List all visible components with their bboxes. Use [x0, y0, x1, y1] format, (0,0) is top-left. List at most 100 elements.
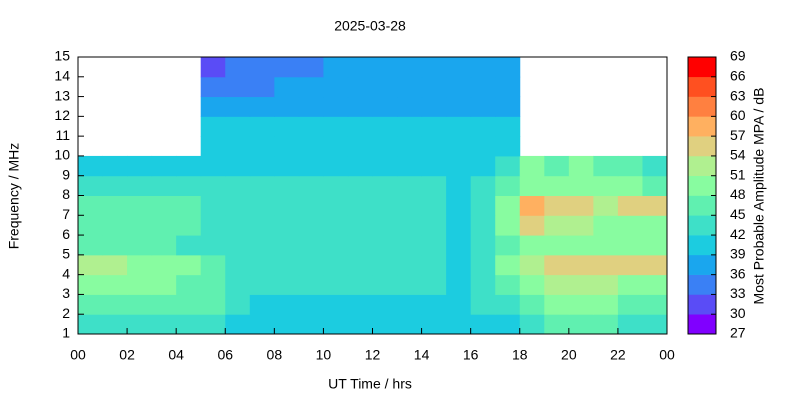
heatmap-cell	[544, 195, 570, 216]
colorbar-tick-label: 30	[730, 305, 746, 321]
heatmap-cell	[200, 76, 226, 98]
x-tick-label: 00	[70, 347, 86, 363]
heatmap-cell	[249, 116, 275, 137]
heatmap-cell	[372, 76, 398, 98]
heatmap-cell	[225, 136, 251, 157]
heatmap-cell	[323, 136, 349, 157]
heatmap-cell	[519, 314, 545, 335]
heatmap-cell	[274, 76, 300, 98]
heatmap-cell	[298, 294, 324, 315]
heatmap-cell	[495, 175, 521, 196]
heatmap-cell	[78, 314, 104, 335]
heatmap-cell	[323, 57, 349, 78]
heatmap-cell	[617, 254, 643, 276]
heatmap-cell	[642, 215, 668, 236]
heatmap-cell	[593, 215, 619, 236]
heatmap-cell	[151, 235, 177, 256]
x-tick-label: 06	[217, 347, 233, 363]
heatmap-cell	[495, 57, 521, 78]
heatmap-cell	[470, 155, 496, 177]
x-tick-label: 10	[316, 347, 332, 363]
colorbar-tick-label: 63	[730, 87, 746, 103]
heatmap-cell	[495, 136, 521, 157]
heatmap-cell	[200, 96, 226, 117]
heatmap-cell	[519, 235, 545, 256]
x-tick-label: 22	[610, 347, 626, 363]
colorbar-band	[688, 294, 716, 315]
heatmap-cell	[298, 175, 324, 196]
heatmap-cell	[470, 96, 496, 117]
heatmap-cell	[593, 274, 619, 295]
heatmap-cell	[421, 96, 447, 117]
heatmap-cell	[470, 57, 496, 78]
heatmap-cell	[323, 195, 349, 216]
heatmap-cell	[372, 294, 398, 315]
heatmap-cell	[495, 215, 521, 236]
heatmap-cell	[274, 314, 300, 335]
heatmap-cell	[470, 76, 496, 98]
heatmap-cell	[225, 175, 251, 196]
y-tick-label: 14	[54, 67, 70, 83]
heatmap-cell	[495, 254, 521, 276]
x-tick-label: 02	[119, 347, 135, 363]
heatmap-cell	[200, 314, 226, 335]
heatmap-cell	[249, 195, 275, 216]
heatmap-cell	[593, 195, 619, 216]
heatmap-cell	[642, 314, 668, 335]
x-tick-label: 12	[365, 347, 381, 363]
colorbar-band	[688, 155, 716, 177]
heatmap-cell	[151, 215, 177, 236]
heatmap-cell	[593, 175, 619, 196]
heatmap-cell	[397, 314, 423, 335]
heatmap-cell	[78, 274, 104, 295]
heatmap-cell	[176, 254, 202, 276]
heatmap-cell	[568, 254, 594, 276]
heatmap-cell	[347, 57, 373, 78]
heatmap-cell	[421, 155, 447, 177]
heatmap-cell	[519, 175, 545, 196]
heatmap-cell	[176, 294, 202, 315]
heatmap-cell	[347, 195, 373, 216]
y-tick-label: 12	[54, 107, 70, 123]
colorbar-tick-label: 42	[730, 226, 746, 242]
heatmap-cell	[323, 294, 349, 315]
heatmap-cell	[372, 314, 398, 335]
heatmap-cell	[200, 195, 226, 216]
heatmap-cell	[568, 175, 594, 196]
heatmap-cell	[323, 314, 349, 335]
heatmap-cell	[372, 195, 398, 216]
heatmap-cell	[249, 254, 275, 276]
colorbar-band	[688, 274, 716, 295]
heatmap-cell	[200, 294, 226, 315]
x-tick-label: 04	[168, 347, 184, 363]
heatmap-cell	[176, 155, 202, 177]
heatmap-cell	[225, 215, 251, 236]
colorbar-label: Most Probable Amplitude MPA / dB	[751, 88, 767, 305]
heatmap-cell	[298, 314, 324, 335]
y-tick-label: 9	[62, 166, 70, 182]
heatmap-cell	[200, 57, 226, 78]
heatmap-cell	[421, 57, 447, 78]
heatmap-cell	[544, 155, 570, 177]
heatmap-cell	[397, 294, 423, 315]
colorbar-tick-label: 48	[730, 186, 746, 202]
heatmap-cell	[298, 254, 324, 276]
heatmap-cell	[200, 235, 226, 256]
heatmap-cell	[274, 136, 300, 157]
heatmap-cell	[470, 235, 496, 256]
heatmap-cell	[102, 314, 128, 335]
heatmap-cell	[323, 235, 349, 256]
heatmap-cell	[249, 57, 275, 78]
x-axis-label: UT Time / hrs	[328, 376, 412, 392]
heatmap-cell	[397, 175, 423, 196]
heatmap-cell	[421, 215, 447, 236]
heatmap-cell	[298, 215, 324, 236]
heatmap-cell	[249, 215, 275, 236]
heatmap-cell	[225, 235, 251, 256]
heatmap-cell	[470, 136, 496, 157]
heatmap-cell	[102, 175, 128, 196]
heatmap-cell	[470, 254, 496, 276]
heatmap-cell	[617, 195, 643, 216]
colorbar-tick-label: 60	[730, 107, 746, 123]
